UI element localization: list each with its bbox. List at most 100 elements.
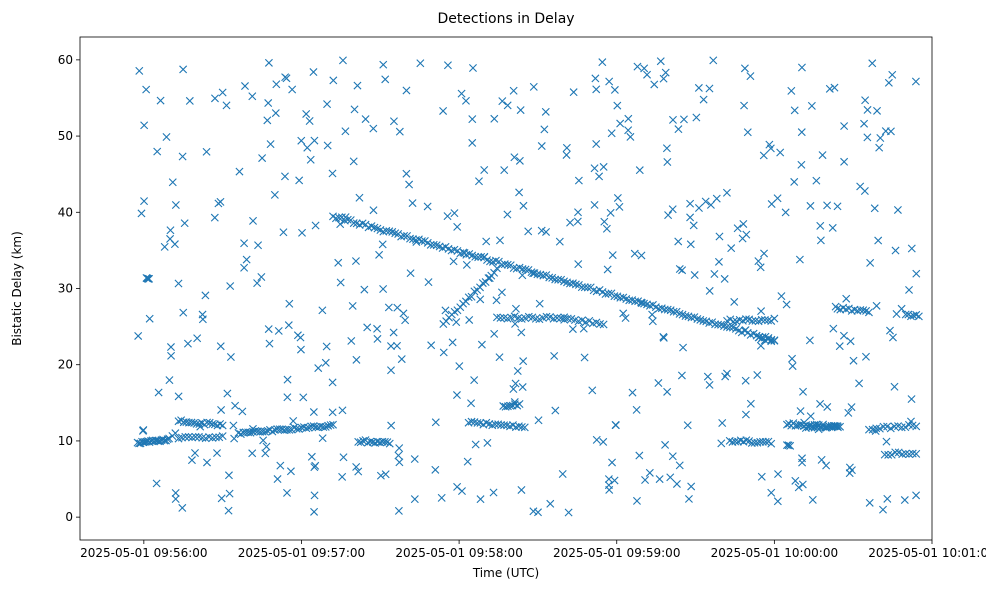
data-point [624,114,633,123]
data-point [393,341,402,350]
data-point [248,92,257,101]
data-point [686,240,695,249]
y-axis: 0 10 20 30 40 50 60 [58,53,80,524]
data-point [718,419,727,427]
data-point [897,304,906,313]
data-point [218,432,227,441]
data-point [739,219,748,228]
data-point [196,422,205,431]
data-point [165,434,174,443]
x-tick-label: 2025-05-01 09:56:00 [80,546,207,560]
data-point [339,453,348,462]
data-point [558,470,567,479]
data-point [568,325,577,334]
data-point [531,314,540,323]
data-point [181,432,190,441]
data-point [369,206,378,215]
data-point [599,320,608,329]
data-point [767,439,776,448]
data-point [825,84,834,93]
data-point [574,260,583,269]
data-point [225,489,234,498]
data-point [632,405,641,414]
data-point [518,271,527,280]
data-point [318,306,327,315]
data-point [306,155,315,164]
data-point [352,462,361,471]
data-point [235,167,244,176]
data-point [663,387,672,396]
data-point [701,197,710,206]
data-point [452,391,461,400]
data-point [273,475,282,484]
data-point [566,218,575,227]
data-point [886,424,895,433]
data-point [399,309,408,318]
data-point [205,418,214,427]
data-point [773,497,782,506]
data-point [218,421,227,430]
data-point [791,476,800,485]
data-point [687,313,696,322]
data-point [840,157,849,166]
data-point [797,128,806,137]
data-point [271,109,280,118]
data-point [733,224,742,233]
data-point [274,326,283,335]
data-point [492,264,501,273]
data-point [637,251,646,260]
data-point [503,101,512,110]
data-point [178,503,187,512]
data-point [509,385,518,394]
data-point [616,119,625,128]
data-point [605,77,614,86]
data-point [476,295,485,304]
data-point [573,217,582,226]
data-point [338,472,347,481]
data-point [309,408,318,417]
data-point [216,420,225,429]
data-point [519,201,528,210]
data-point [654,379,663,388]
data-point [360,285,369,294]
data-point [563,314,572,323]
data-point [741,376,750,385]
data-point [511,379,520,388]
data-point [298,228,307,237]
data-point [694,83,703,92]
data-point [839,331,848,340]
data-point [262,442,271,451]
data-point [592,85,601,94]
data-point [268,427,277,436]
x-axis-label: Time (UTC) [472,566,539,580]
x-tick-label: 2025-05-01 09:57:00 [238,546,365,560]
data-point [279,228,288,237]
data-point [410,495,419,504]
data-point [599,162,608,171]
data-point [376,471,385,480]
data-point [389,328,398,337]
data-point [897,423,906,432]
data-point [137,209,146,218]
data-point [672,479,681,488]
data-point [786,441,795,450]
data-point [790,106,799,115]
data-point [397,355,406,364]
data-point [677,371,686,380]
data-point [906,417,915,426]
data-point [429,240,438,249]
data-point [292,424,301,433]
data-point [720,322,728,330]
data-point [284,321,293,330]
data-point [280,172,289,181]
data-point [891,448,900,457]
data-point [224,471,233,480]
data-point [351,257,360,266]
data-point [180,219,189,228]
data-point [891,246,900,255]
data-point [263,116,272,125]
data-point [359,436,368,445]
data-point [381,470,390,479]
data-point [729,317,738,326]
data-point [348,301,357,310]
